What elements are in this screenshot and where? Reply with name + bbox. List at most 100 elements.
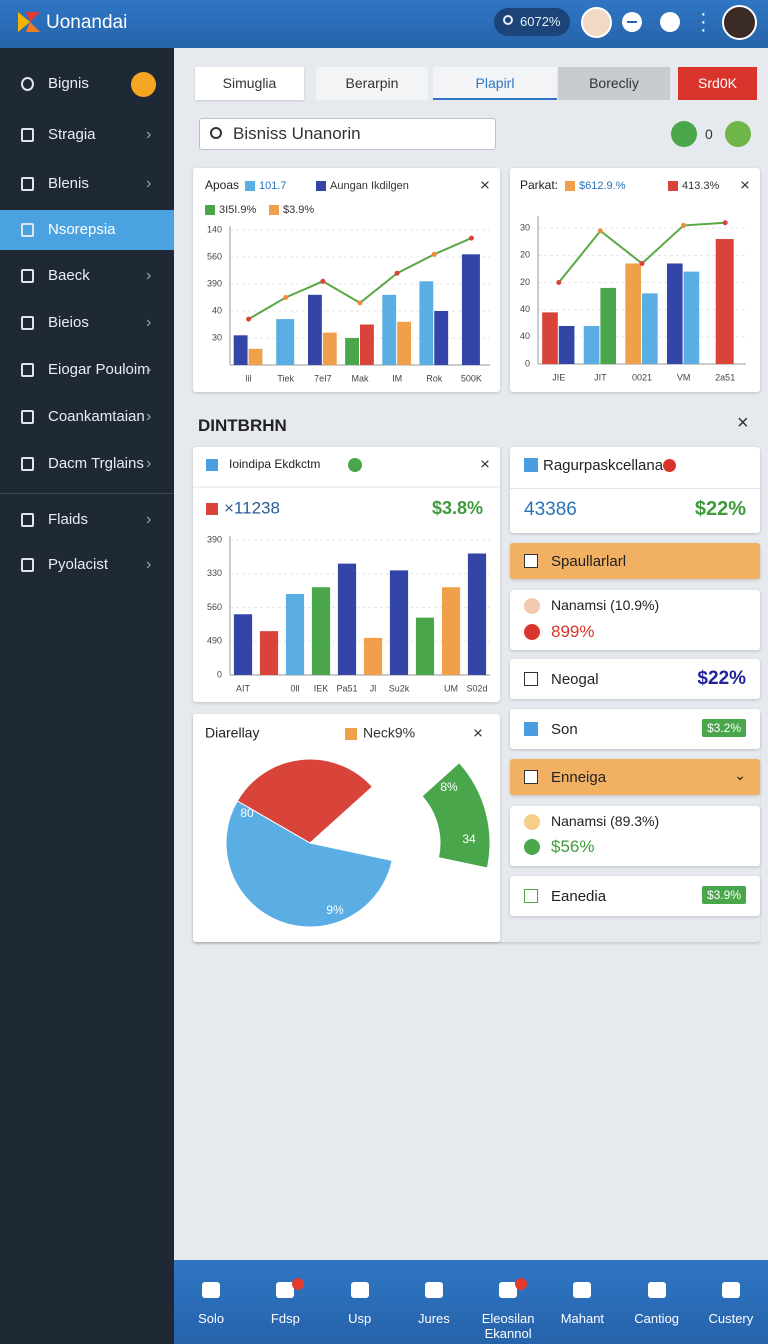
nav-item[interactable]: Solo (174, 1260, 248, 1344)
chevron[interactable]: › (146, 361, 152, 378)
x-tick-label: UM (444, 683, 458, 693)
chevron[interactable]: › (146, 455, 152, 472)
y-tick-label: 390 (207, 534, 222, 544)
tab[interactable]: Berarpin (316, 67, 428, 100)
close-button[interactable]: × (480, 175, 490, 194)
apps-icon[interactable] (660, 12, 680, 32)
slice-label: 80 (240, 806, 254, 820)
legend-label: Neck9% (363, 725, 415, 741)
chevron[interactable]: › (146, 314, 152, 331)
search-input[interactable]: Bisniss Unanorin (199, 118, 496, 150)
y-tick-label: 30 (212, 332, 222, 342)
sidebar-label: Blenis (48, 175, 89, 192)
list-row[interactable]: Nanamsi (89.3%) $56% (510, 806, 760, 866)
sidebar-item[interactable]: Nsorepsia (0, 210, 174, 250)
summary-label: ×11238 (224, 498, 280, 517)
list-row[interactable]: Enneiga ⌄ (510, 759, 760, 795)
top-bar: Uonandai 6072% · · · (0, 0, 768, 48)
sidebar-icon (21, 269, 34, 283)
nav-item[interactable]: Cantiog (620, 1260, 694, 1344)
chevron[interactable]: › (146, 556, 152, 573)
x-tick-label: Su2k (389, 683, 410, 693)
line-point (556, 279, 562, 285)
legend-swatch (206, 503, 218, 515)
list-row[interactable]: Nanamsi (10.9%) 899% (510, 590, 760, 650)
avatar[interactable] (722, 5, 757, 40)
bar (583, 325, 600, 364)
row-label: Neogal (551, 671, 599, 688)
x-tick-label: Tiek (277, 373, 294, 383)
bar (542, 312, 558, 364)
nav-icon (202, 1282, 220, 1298)
sidebar-icon (21, 223, 34, 237)
chevron[interactable]: ⌄ (734, 767, 746, 783)
status-icon[interactable] (725, 121, 751, 147)
tab[interactable]: Simuglia (195, 67, 304, 100)
sidebar-item[interactable]: Coankamtaian › (0, 397, 174, 437)
chevron[interactable]: › (146, 408, 152, 425)
sidebar-item[interactable]: Eiogar Pouloim › (0, 350, 174, 390)
tab[interactable]: Srd0K (678, 67, 757, 100)
sidebar-item[interactable]: Pyolacist › (0, 545, 174, 585)
close-button[interactable]: × (740, 175, 750, 194)
sidebar-item[interactable]: Bignis (0, 64, 174, 104)
legend-swatch (205, 205, 215, 215)
sidebar-item[interactable]: Baeck › (0, 256, 174, 296)
nav-badge (292, 1278, 305, 1290)
legend-swatch (565, 181, 575, 191)
sidebar-icon (21, 363, 34, 377)
tab[interactable]: Plapirl (433, 67, 557, 100)
chevron[interactable]: › (146, 267, 152, 284)
nav-icon (276, 1282, 295, 1298)
badge (131, 72, 156, 97)
legend-label: $3.9% (283, 204, 314, 216)
close-button[interactable]: × (737, 412, 749, 434)
nav-item[interactable]: Usp (323, 1260, 397, 1344)
sidebar-item[interactable]: Flaids › (0, 500, 174, 540)
row-label: Eanedia (551, 888, 607, 905)
nav-item[interactable]: Fdsp (248, 1260, 322, 1344)
summary-value: $3.8% (432, 498, 483, 518)
search-pill[interactable]: 6072% (494, 8, 570, 36)
list-row[interactable]: Eanedia $3.9% (510, 876, 760, 916)
pie-slice (236, 758, 374, 844)
row-label: Enneiga (551, 769, 607, 786)
list-row[interactable]: Neogal $22% (510, 659, 760, 699)
status-icon (348, 458, 362, 472)
bar (715, 239, 734, 364)
nav-item[interactable]: Eleosilan Ekannol (471, 1260, 545, 1344)
avatar[interactable] (581, 7, 612, 38)
nav-item[interactable]: Mahant (545, 1260, 619, 1344)
bar (285, 594, 305, 675)
close-button[interactable]: × (473, 723, 483, 742)
sidebar-label: Eiogar Pouloim (48, 361, 150, 378)
sidebar-item[interactable]: Bieios › (0, 303, 174, 343)
sidebar-label: Pyolacist (48, 556, 109, 573)
bar (666, 263, 683, 364)
list-row[interactable]: Son $3.2% (510, 709, 760, 749)
chevron[interactable]: › (146, 511, 152, 528)
chevron[interactable]: › (146, 126, 152, 143)
list-row[interactable]: Spaullarlarl (510, 543, 760, 579)
x-tick-label: Rok (426, 373, 443, 383)
status-icon[interactable] (671, 121, 697, 147)
bar (360, 324, 374, 365)
count: 0 (705, 126, 713, 142)
close-button[interactable]: × (480, 454, 490, 473)
bar (248, 348, 263, 365)
line-point (357, 300, 363, 306)
y-tick-label: 560 (207, 251, 222, 261)
chevron[interactable]: › (146, 175, 152, 192)
sidebar-item[interactable]: Blenis › (0, 164, 174, 204)
tab[interactable]: Borecliy (558, 67, 670, 100)
search-placeholder: Bisniss Unanorin (233, 124, 361, 143)
sidebar-item[interactable]: Stragia › (0, 115, 174, 155)
slice-label: 34 (462, 832, 476, 846)
sidebar-item[interactable]: Dacm Trglains › (0, 444, 174, 484)
menu-icon[interactable] (622, 12, 642, 32)
more-icon[interactable]: · · · (700, 3, 707, 41)
nav-badge (515, 1278, 527, 1290)
bar (642, 293, 658, 364)
nav-item[interactable]: Jures (397, 1260, 471, 1344)
nav-item[interactable]: Custery (694, 1260, 768, 1344)
